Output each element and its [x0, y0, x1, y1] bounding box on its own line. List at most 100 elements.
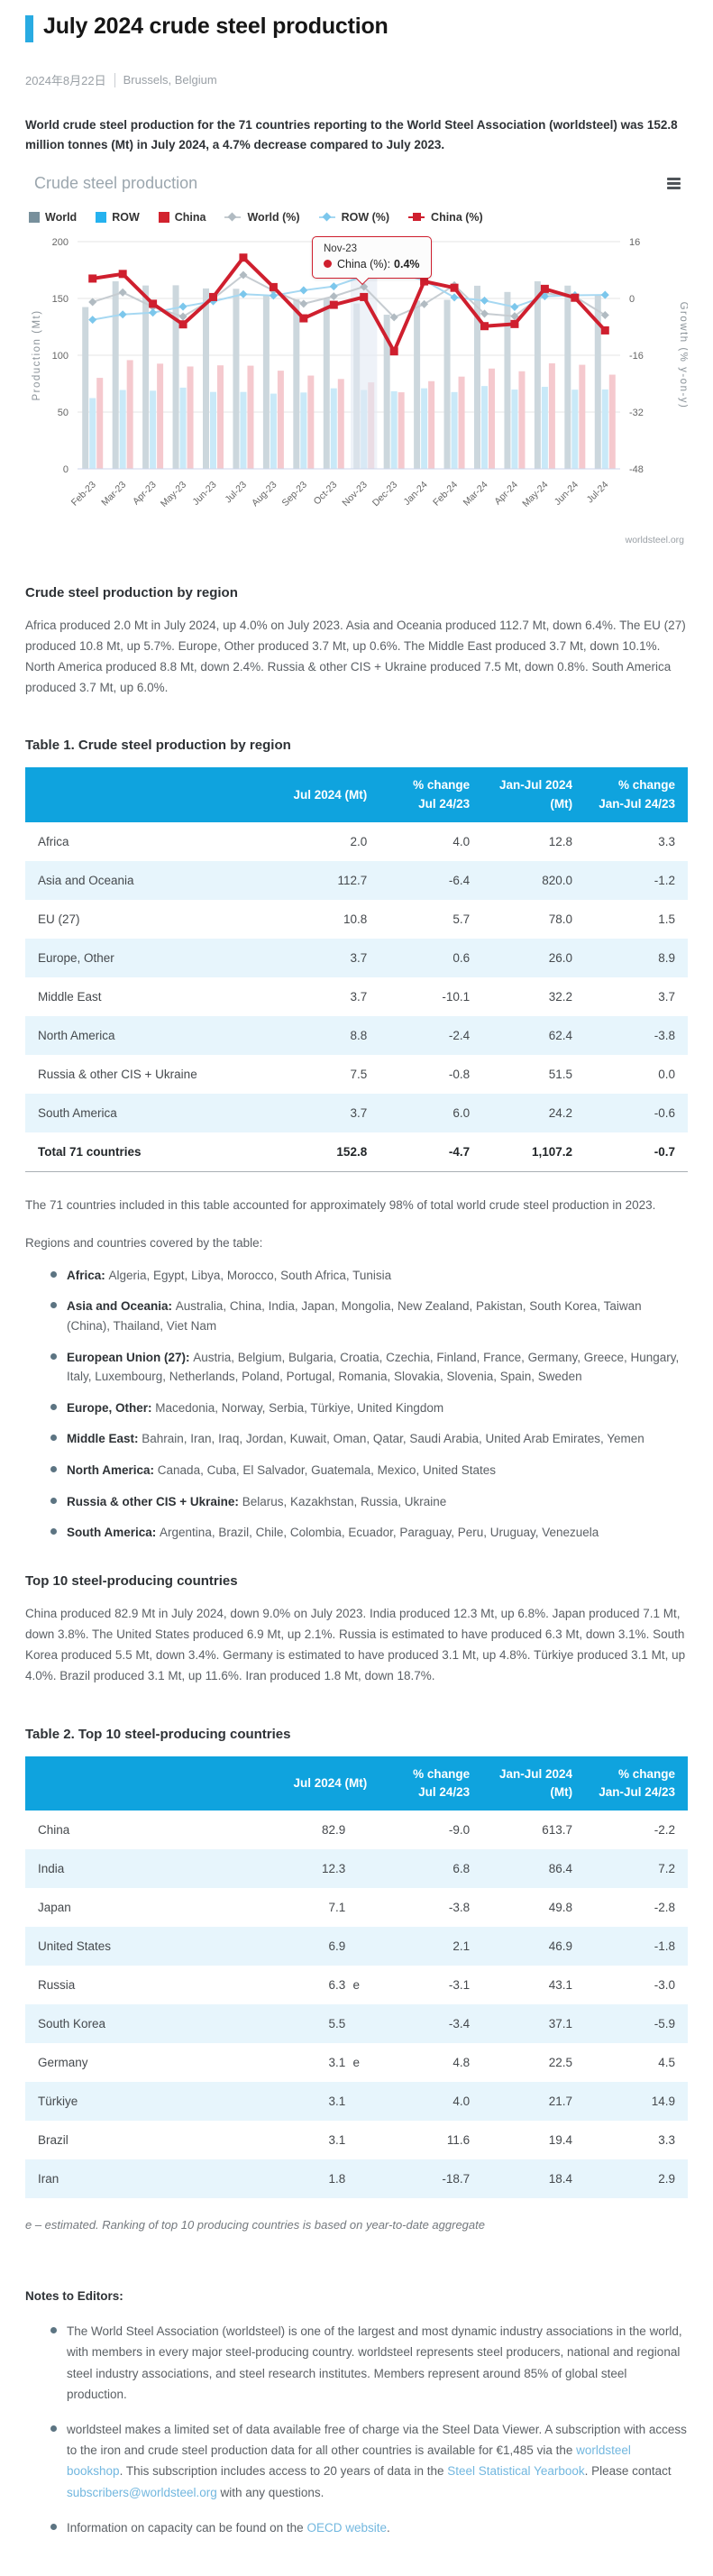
row-label: Total 71 countries — [25, 1132, 278, 1172]
svg-text:-16: -16 — [629, 351, 644, 362]
table-row: Russia & other CIS + Ukraine 7.5 -0.8 51.5 0… — [25, 1055, 688, 1094]
cell-value: 2.9 — [585, 2159, 688, 2199]
legend-item-row-[interactable]: ROW (%) — [318, 211, 389, 224]
table-row: United States 6.9 2.1 46.9 -1.8 — [25, 1927, 688, 1966]
legend-item-china-[interactable]: China (%) — [408, 211, 483, 224]
cell-value: 62.4 — [482, 1015, 586, 1055]
region-label: North America: — [67, 1463, 158, 1477]
svg-text:100: 100 — [52, 351, 69, 362]
legend-swatch — [158, 211, 169, 223]
column-header: % change Jan-Jul 24/23 — [585, 1756, 688, 1811]
legend-item-china[interactable]: China — [158, 210, 206, 224]
table-row: Europe, Other 3.7 0.6 26.0 8.9 — [25, 938, 688, 977]
region-list-item: Russia & other CIS + Ukraine: Belarus, K… — [50, 1492, 688, 1512]
table-row: South Korea 5.5 -3.4 37.1 -5.9 — [25, 2004, 688, 2044]
legend-item-world[interactable]: World — [29, 211, 77, 224]
publish-location: Brussels, Belgium — [123, 73, 217, 87]
row-label: India — [25, 1849, 278, 1889]
row-label: Türkiye — [25, 2082, 278, 2122]
legend-label: China — [174, 210, 206, 224]
svg-text:Oct-23: Oct-23 — [312, 479, 340, 507]
cell-value: -4.7 — [379, 1132, 483, 1172]
title-accent-bar — [25, 15, 33, 42]
legend-item-world-[interactable]: World (%) — [224, 211, 300, 224]
cell-value: -5.9 — [585, 2004, 688, 2044]
notes-heading: Notes to Editors: — [25, 2289, 123, 2304]
cell-value: 3.7 — [350, 989, 368, 1004]
cell-value: 86.4 — [482, 1849, 586, 1889]
legend-item-row[interactable]: ROW — [96, 211, 140, 224]
cell-value: 6.9 — [277, 1927, 380, 1966]
svg-text:Dec-23: Dec-23 — [370, 479, 400, 509]
row-label: China — [38, 1823, 70, 1838]
inline-link-steel-statistical-yearbook[interactable]: Steel Statistical Yearbook — [447, 2464, 585, 2479]
table2-header-row: Jul 2024 (Mt)% change Jul 24/23 Jan-Jul 2… — [25, 1756, 688, 1811]
row-label: Europe, Other — [25, 938, 278, 977]
svg-text:Aug-23: Aug-23 — [250, 479, 279, 509]
svg-text:Feb-23: Feb-23 — [69, 479, 98, 508]
svg-text:Jun-23: Jun-23 — [190, 479, 218, 507]
row-label: South America — [25, 1093, 278, 1132]
column-header: % change Jul 24/23 — [379, 767, 483, 822]
row-label: North America — [25, 1015, 278, 1055]
cell-value: 4.8 — [452, 2056, 471, 2070]
bars-row[interactable] — [89, 385, 608, 469]
bars-world[interactable] — [82, 280, 601, 469]
table1-header-row: Jul 2024 (Mt)% change Jul 24/23 Jan-Jul 2… — [25, 767, 688, 822]
svg-text:Apr-24: Apr-24 — [492, 479, 520, 507]
legend-label: China (%) — [431, 210, 483, 224]
inline-link-subscribers-worldsteel-org[interactable]: subscribers@worldsteel.org — [67, 2485, 217, 2499]
region-list-item: South America: Argentina, Brazil, Chile,… — [50, 1523, 688, 1543]
inline-link-oecd-website[interactable]: OECD website — [306, 2520, 387, 2535]
cell-value: 1.5 — [658, 912, 675, 926]
row-label: United States — [25, 1927, 278, 1966]
cell-value: -3.0 — [654, 1978, 675, 1993]
table-row: Türkiye 3.1 4.0 21.7 14.9 — [25, 2082, 688, 2122]
cell-value: -0.7 — [585, 1132, 688, 1172]
chart-menu-icon[interactable] — [665, 174, 682, 195]
region-list-item: European Union (27): Austria, Belgium, B… — [50, 1348, 688, 1387]
cell-value: 3.7 — [277, 938, 380, 977]
row-label: South Korea — [25, 2004, 278, 2044]
intro-paragraph: World crude steel production for the 71 … — [25, 118, 678, 152]
svg-text:Nov-23: Nov-23 — [340, 479, 370, 509]
inline-link-worldsteel-bookshop[interactable]: worldsteel bookshop — [67, 2443, 631, 2479]
cell-value: -1.2 — [585, 860, 688, 900]
cell-value: -9.0 — [448, 1823, 471, 1838]
cell-value: -6.4 — [379, 860, 483, 900]
cell-value: 43.1 — [548, 1978, 573, 1993]
row-label: Asia and Oceania — [25, 860, 278, 900]
column-header: Jul 2024 (Mt) — [277, 767, 380, 822]
row-label: Russia — [38, 1978, 76, 1993]
tooltip-row: China (%): 0.4% — [324, 258, 420, 270]
column-header: Jan-Jul 2024 (Mt) — [482, 767, 586, 822]
cell-value: 26.0 — [482, 938, 586, 977]
row-label: Iran — [25, 2159, 278, 2199]
column-header: Jul 2024 (Mt) — [277, 1756, 380, 1811]
cell-value: 2.1 — [379, 1927, 483, 1966]
legend-line-marker — [408, 212, 425, 221]
cell-value: 12.3 — [277, 1849, 380, 1889]
table-row: Iran 1.8 -18.7 18.4 2.9 — [25, 2159, 688, 2199]
cell-value: 19.4 — [548, 2133, 573, 2148]
bars-china[interactable] — [96, 359, 616, 469]
page-header: July 2024 crude steel production — [25, 13, 688, 42]
cell-value: 7.1 — [328, 1901, 346, 1915]
svg-text:Mar-24: Mar-24 — [462, 479, 490, 508]
svg-text:-48: -48 — [629, 464, 644, 475]
line-china-[interactable] — [88, 252, 609, 355]
tooltip-series-label: China (%): — [337, 257, 391, 270]
cell-value: -1.8 — [585, 1927, 688, 1966]
region-list-item: North America: Canada, Cuba, El Salvador… — [50, 1461, 688, 1481]
chart-card: Crude steel production World ROW China Worl… — [25, 174, 689, 555]
svg-text:Feb-24: Feb-24 — [431, 479, 460, 508]
region-list-item: Asia and Oceania: Australia, China, Indi… — [50, 1297, 688, 1335]
table2: Jul 2024 (Mt)% change Jul 24/23 Jan-Jul 2… — [25, 1756, 688, 2199]
cell-value: 22.5 — [548, 2056, 573, 2070]
cell-value: 8.9 — [585, 938, 688, 977]
section-heading-region: Crude steel production by region — [25, 584, 238, 600]
cell-value: 820.0 — [482, 860, 586, 900]
legend-swatch — [29, 211, 40, 223]
table-row: Middle East 3.7 -10.1 32.2 3.7 — [25, 977, 688, 1016]
